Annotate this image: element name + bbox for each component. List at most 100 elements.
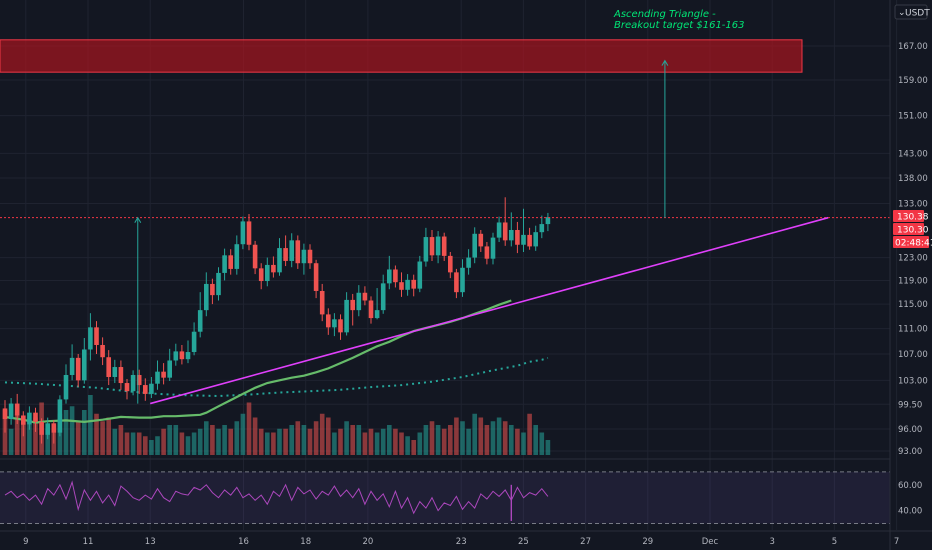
volume-bar (258, 428, 264, 455)
countdown-tag (893, 236, 929, 248)
candle-body (368, 300, 374, 319)
rsi-band (0, 471, 890, 524)
volume-bar (429, 421, 435, 455)
volume-bar (185, 436, 191, 455)
volume-bar (332, 432, 337, 455)
date-tick-label: Dec (702, 537, 719, 547)
candle-body (380, 283, 386, 311)
volume-bar (82, 410, 87, 455)
currency-button[interactable] (894, 4, 928, 20)
candle-body (2, 408, 8, 420)
volume-bar (246, 402, 252, 455)
volume-bar (515, 428, 520, 455)
candle-body (14, 403, 20, 416)
volume-bar (423, 425, 429, 455)
candle-body (94, 327, 99, 345)
date-tick-label: 5 (832, 537, 837, 547)
candle-body (191, 331, 197, 353)
candle-body (161, 371, 166, 378)
candle-body (344, 299, 349, 333)
date-tick-label: 13 (145, 537, 156, 547)
candle-body (350, 299, 355, 311)
date-axis[interactable]: 9 11 13 16 18 20 23 25 27 29 Dec 3 5 7 (0, 530, 932, 547)
date-tick-label: 29 (642, 537, 653, 547)
volume-bar (411, 440, 416, 455)
last-price-label: 130.38 (897, 213, 929, 223)
volume-bar (143, 436, 148, 455)
volume-bar (88, 395, 93, 455)
rsi-line (4, 480, 549, 515)
candle-body (362, 292, 368, 301)
volume-bar (277, 428, 282, 455)
volume-bar (271, 432, 276, 455)
volume-bar (191, 432, 197, 455)
volume-bar (454, 417, 459, 455)
volume-bar (350, 425, 355, 455)
candle-body (258, 268, 264, 282)
candle-body (496, 222, 502, 238)
candle-body (319, 290, 325, 315)
volume-bar (399, 432, 404, 455)
price-tick-label: 103.00 (898, 376, 928, 386)
volume-bar (265, 432, 270, 455)
volume-bar (533, 425, 538, 455)
date-tick-label: 16 (238, 537, 249, 547)
price-tick-label: 143.00 (898, 149, 928, 159)
date-tick-label: 3 (769, 537, 774, 547)
volume-bar (216, 428, 221, 455)
price-axis[interactable]: 167.00 159.00 151.00 143.00 138.00 133.00 123.… (889, 0, 928, 550)
candle-body (417, 261, 423, 289)
date-tick-label: 7 (894, 537, 899, 547)
candle-body (533, 232, 538, 247)
volume-bar (228, 428, 233, 455)
date-tick-label: 11 (83, 537, 94, 547)
candle-body (490, 237, 496, 259)
candle-body (307, 249, 313, 264)
candle-body (136, 374, 142, 386)
countdown-label: 02:48:41 (895, 239, 932, 249)
price-tick-label: 159.00 (898, 76, 928, 86)
volume-bar (362, 432, 368, 455)
candle-body (240, 221, 246, 245)
candle-body (472, 233, 477, 258)
price-tick-label: 96.00 (898, 425, 922, 435)
volume-bar (539, 432, 545, 455)
date-tick-label: 25 (518, 537, 529, 547)
candle-body (222, 255, 227, 273)
annotation-line-2: Breakout target $161-163 (614, 20, 745, 31)
volume-bar (301, 425, 307, 455)
volume-bar (33, 417, 38, 455)
volume-bar (106, 417, 111, 455)
candle-body (197, 310, 203, 332)
volume-bar (112, 428, 118, 455)
volume-bar (478, 417, 484, 455)
price-tick-label: 151.00 (898, 112, 928, 122)
candle-body (216, 272, 221, 296)
candle-body (45, 423, 50, 435)
candle-body (515, 230, 520, 245)
candle-body (179, 351, 185, 360)
currency-label: USDT (905, 9, 930, 19)
volume-bar (484, 425, 490, 455)
candle-body (405, 279, 410, 290)
candle-body (539, 224, 545, 233)
secondary-price-tag (893, 223, 924, 235)
candle-body (460, 267, 465, 293)
currency-menu[interactable]: ⌄ USDT (894, 4, 930, 20)
candle-body (478, 233, 484, 247)
volume-bar (393, 428, 398, 455)
candle-body (155, 371, 160, 384)
rsi-tick-label: 40.00 (898, 507, 922, 517)
volume-bar (319, 413, 325, 455)
volume-bar (136, 432, 142, 455)
arrow-head-icon (134, 216, 142, 223)
candle-body (143, 385, 148, 394)
volume-bar (234, 421, 240, 455)
candle-body (82, 349, 87, 381)
candle-body (387, 269, 392, 284)
volume-bar (94, 413, 99, 455)
volume-bar (441, 428, 447, 455)
date-tick-label: 27 (580, 537, 591, 547)
